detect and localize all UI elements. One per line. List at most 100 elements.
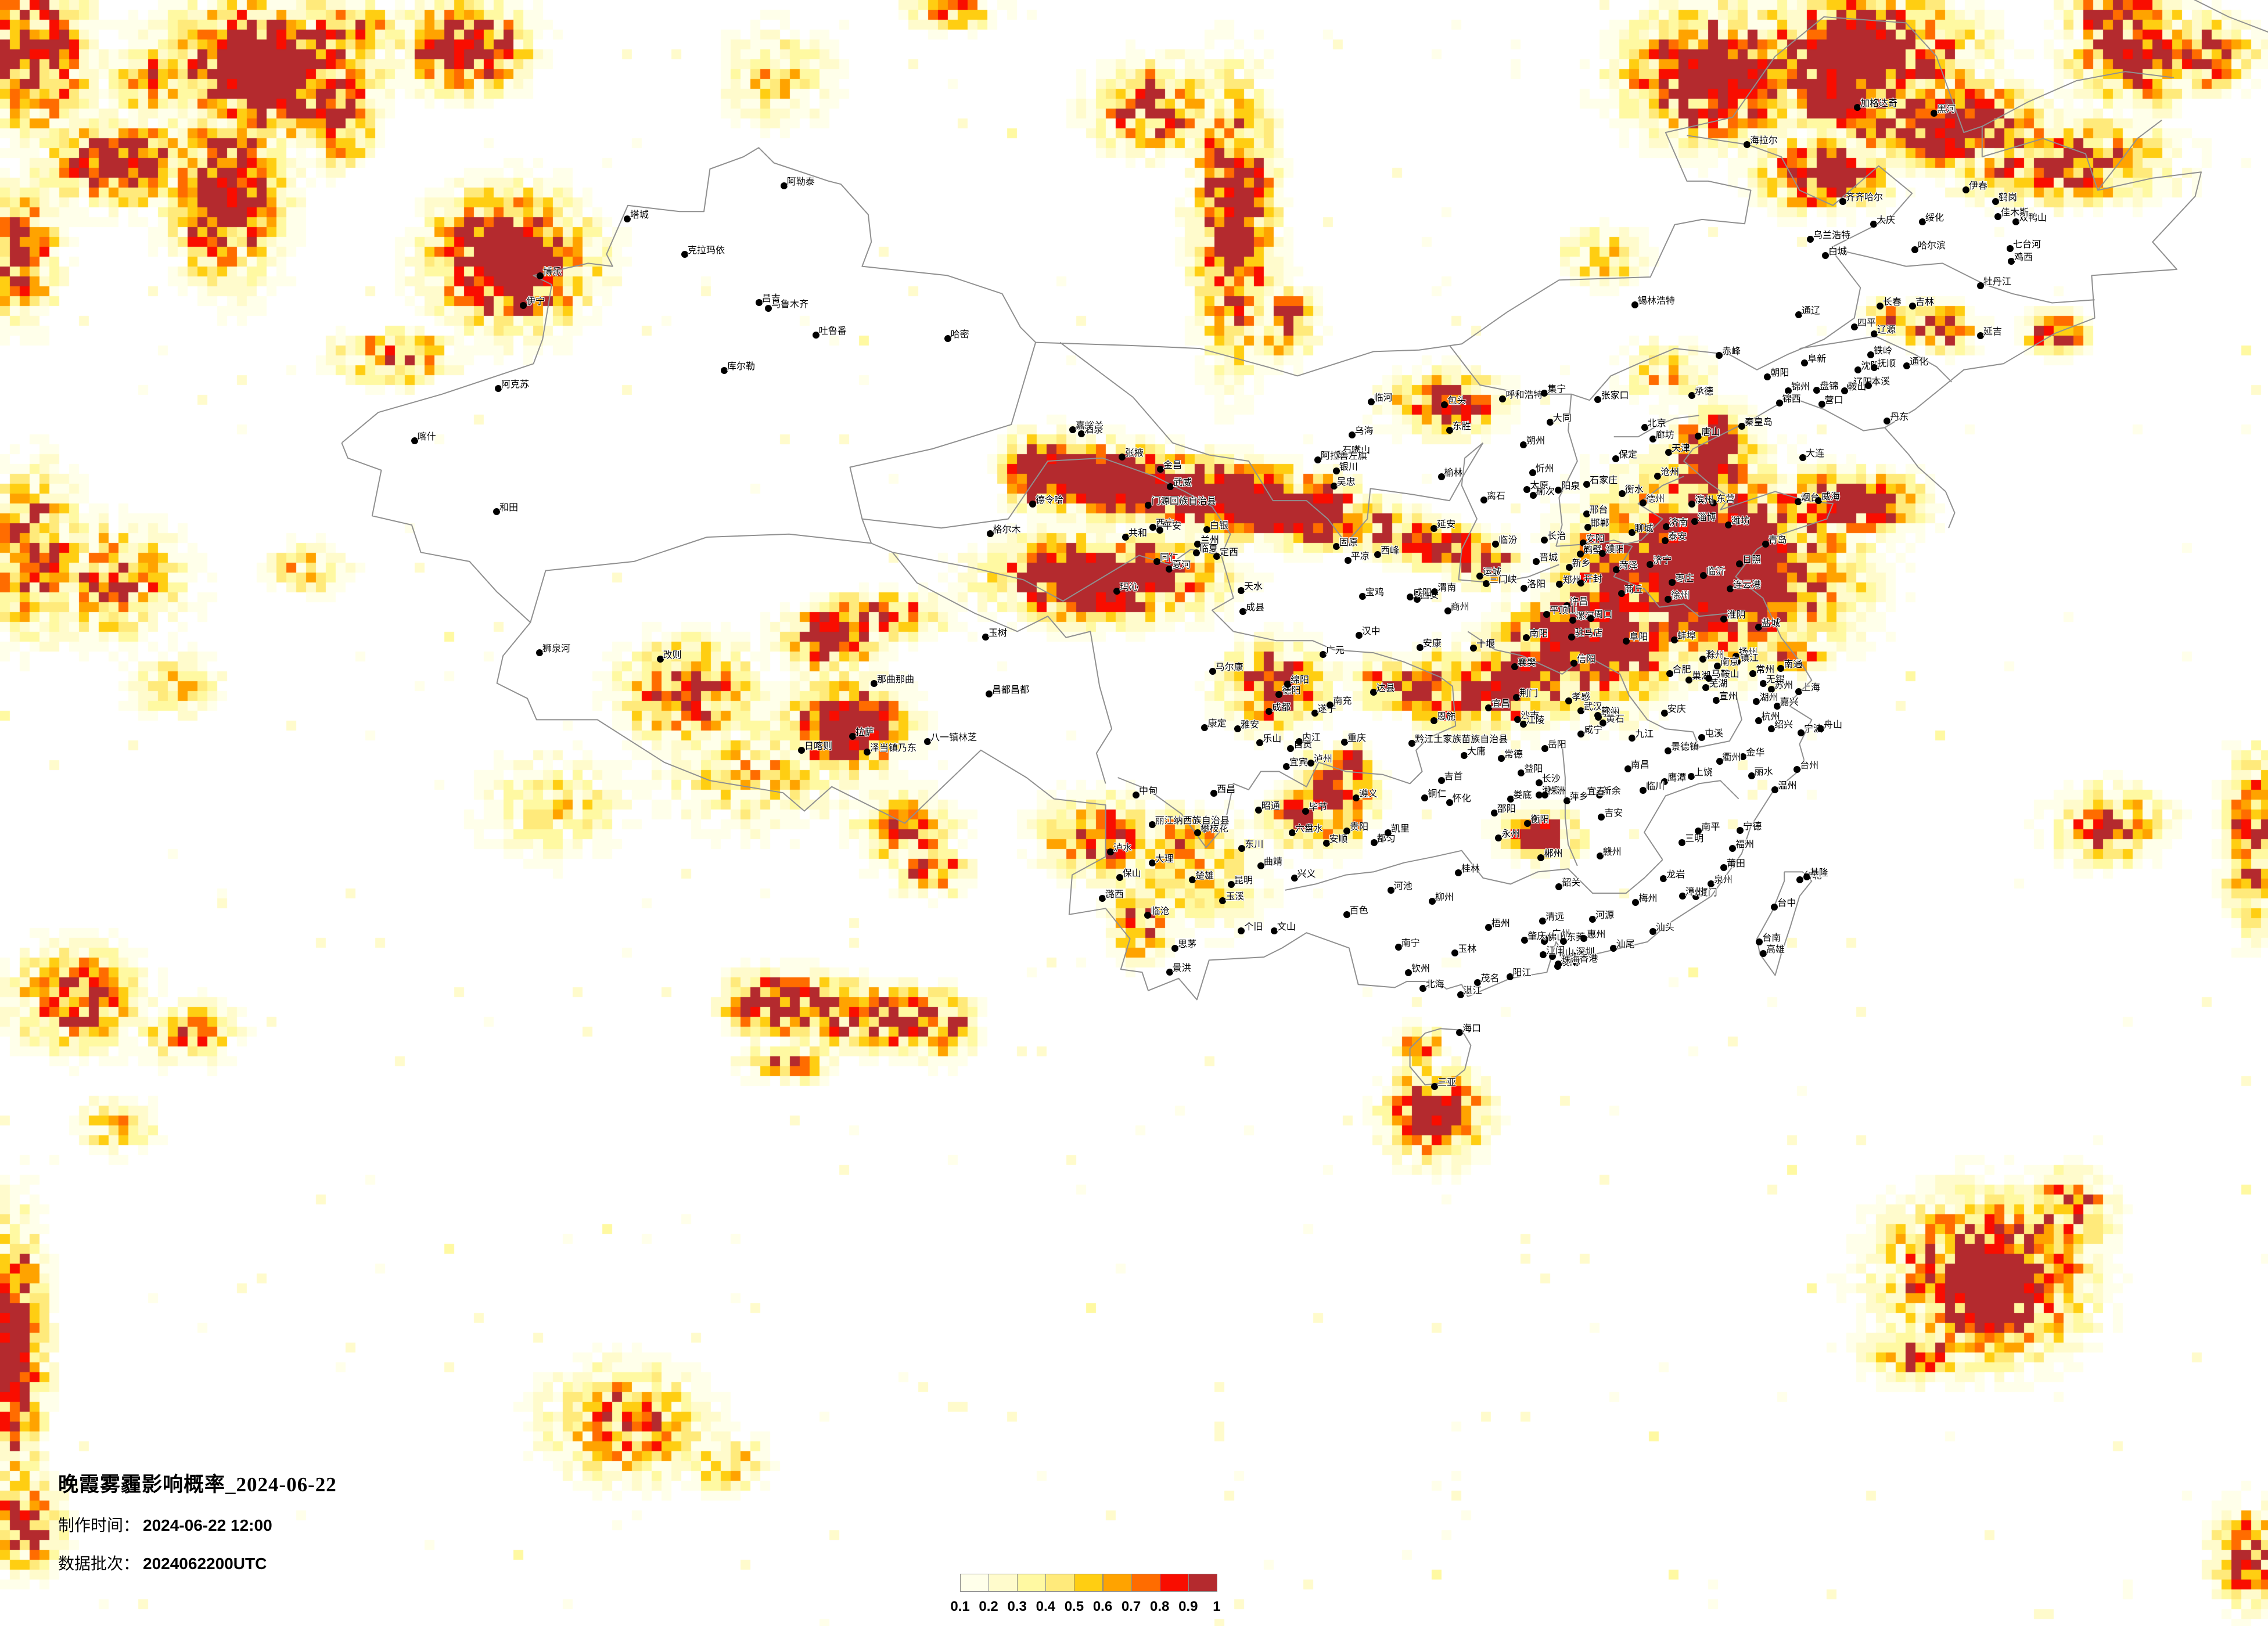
city-label: 临沧 — [1151, 906, 1170, 916]
city-label: 同仁 — [1160, 553, 1179, 563]
city-label: 威海 — [1821, 491, 1840, 502]
city-label: 那曲那曲 — [877, 675, 915, 685]
city-label: 汕头 — [1655, 922, 1674, 933]
city-dot — [1446, 426, 1453, 434]
city-label: 枣庄 — [1675, 574, 1694, 584]
city-dot — [1238, 844, 1246, 852]
city-dot — [1239, 608, 1246, 615]
city-label: 长春 — [1883, 297, 1902, 307]
city-label: 乌鲁木齐 — [771, 299, 809, 310]
legend-color-cell — [1017, 1574, 1047, 1592]
city-label: 信阳 — [1577, 654, 1596, 665]
city-label: 南阳 — [1529, 628, 1548, 639]
city-dot — [871, 680, 878, 687]
city-label: 阜新 — [1807, 354, 1827, 365]
city-dot — [1291, 875, 1298, 882]
city-dot — [1451, 949, 1459, 957]
city-dot — [1384, 829, 1392, 837]
city-dot — [1903, 362, 1910, 369]
city-dot — [1771, 786, 1779, 794]
city-dot — [1519, 720, 1527, 728]
city-label: 无锡 — [1766, 675, 1785, 685]
city-label: 南宁 — [1401, 938, 1420, 949]
city-label: 珠海 — [1561, 955, 1580, 966]
city-dot — [1660, 875, 1667, 882]
city-label: 三门峡 — [1489, 575, 1517, 585]
city-label: 楚雄 — [1195, 871, 1214, 882]
city-label: 夏河 — [1172, 560, 1191, 570]
city-dot — [1632, 899, 1640, 906]
city-label: 泸水 — [1113, 843, 1133, 853]
city-label: 都匀 — [1376, 834, 1396, 844]
city-label: 河源 — [1595, 911, 1615, 921]
city-dot — [1755, 717, 1762, 724]
city-label: 芜湖 — [1709, 679, 1728, 689]
production-time-value: 2024-06-22 12:00 — [143, 1516, 272, 1534]
city-label: 通化 — [1910, 357, 1929, 367]
city-dot — [1649, 436, 1656, 443]
city-label: 海拉尔 — [1749, 135, 1778, 146]
city-label: 喀什 — [417, 431, 436, 442]
city-dot — [1771, 903, 1778, 911]
legend-color-cell — [1045, 1574, 1075, 1592]
city-label: 秦皇岛 — [1744, 418, 1773, 428]
city-label: 宝鸡 — [1365, 587, 1384, 598]
city-label: 大庸 — [1467, 746, 1486, 757]
city-label: 惠州 — [1587, 930, 1606, 940]
province-border-line — [2097, 120, 2162, 191]
city-dot — [1153, 558, 1160, 565]
city-dot — [1474, 979, 1482, 987]
province-border-line — [1616, 476, 1684, 547]
city-dot — [1332, 542, 1340, 550]
city-label: 思茅 — [1178, 940, 1197, 950]
city-dot — [1565, 564, 1573, 571]
city-label: 榆林 — [1444, 467, 1463, 478]
city-dot — [1194, 829, 1201, 837]
city-dot — [1541, 390, 1548, 397]
city-dot — [1284, 681, 1291, 688]
city-dot — [1518, 769, 1525, 777]
city-dot — [1640, 786, 1647, 794]
legend-tick-label: 0.7 — [1121, 1599, 1141, 1614]
city-dot — [1665, 449, 1673, 456]
city-dot — [1122, 534, 1129, 541]
city-dot — [1569, 616, 1576, 624]
city-label: 盘锦 — [1820, 382, 1839, 392]
city-dot — [1775, 399, 1783, 406]
city-dot — [623, 215, 631, 223]
city-dot — [1288, 829, 1296, 836]
city-dot — [1555, 883, 1563, 891]
city-dot — [1421, 794, 1429, 802]
city-dot — [1661, 778, 1669, 786]
city-dot — [1807, 236, 1814, 243]
city-dot — [1678, 892, 1686, 900]
data-batch-line: 数据批次： 2024062200UTC — [58, 1551, 337, 1574]
city-label: 南昌 — [1630, 760, 1649, 771]
city-label: 唐山 — [1701, 427, 1720, 437]
city-dot — [1238, 927, 1245, 935]
city-dot — [1733, 659, 1741, 666]
city-label: 开封 — [1583, 574, 1602, 584]
city-dot — [1739, 753, 1747, 761]
city-dot — [1167, 483, 1174, 490]
city-dot — [1629, 734, 1636, 742]
city-label: 吴忠 — [1336, 477, 1356, 487]
city-label: 咸宁 — [1584, 725, 1603, 735]
city-label: 齐齐哈尔 — [1846, 193, 1884, 203]
city-dot — [765, 304, 772, 312]
city-dot — [1485, 704, 1493, 711]
city-label: 加格达奇 — [1860, 99, 1898, 109]
city-dot — [1266, 708, 1273, 715]
city-label: 澳门 — [1560, 958, 1579, 968]
city-label: 临沂 — [1706, 566, 1726, 577]
city-dot — [1871, 364, 1878, 371]
city-label: 康定 — [1207, 718, 1227, 729]
city-label: 桂林 — [1461, 864, 1480, 874]
city-dot — [1870, 221, 1877, 228]
city-dot — [1476, 573, 1484, 580]
city-label: 咸阳 — [1413, 588, 1432, 599]
city-label: 濮阳 — [1605, 545, 1624, 555]
city-label: 张家口 — [1601, 391, 1629, 401]
city-dot — [1520, 441, 1527, 449]
